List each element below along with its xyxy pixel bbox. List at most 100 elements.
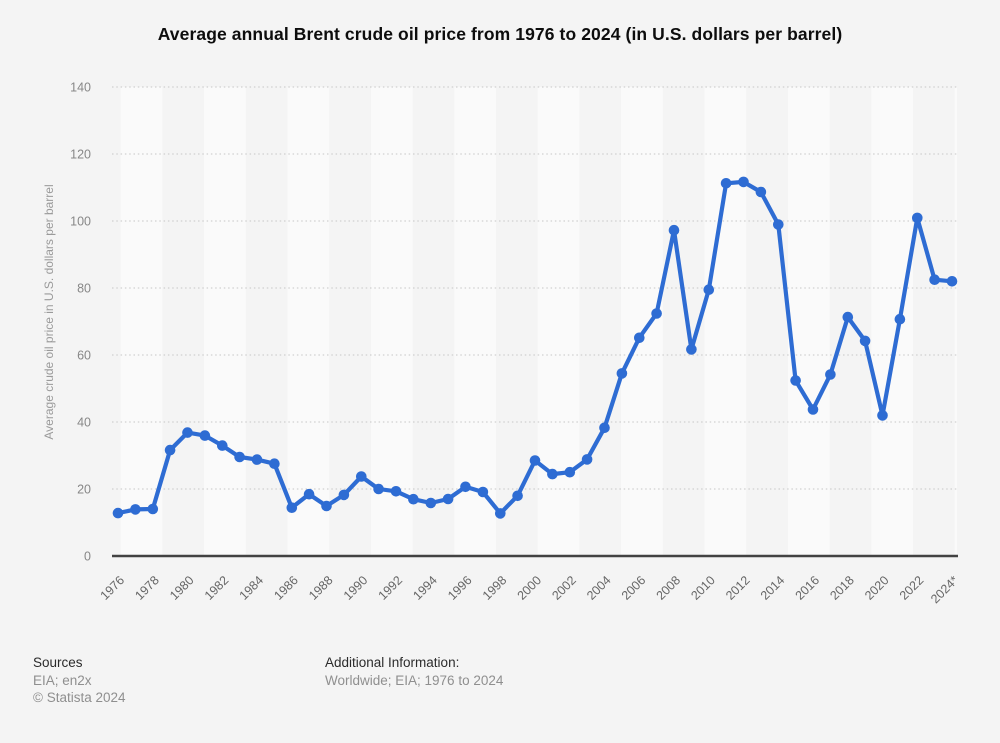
- x-tick-label-1998: 1998: [480, 573, 510, 603]
- data-point-2003: [581, 454, 593, 465]
- plot-band: [871, 87, 913, 556]
- data-point-2012: [738, 176, 749, 188]
- data-point-2020: [877, 410, 888, 421]
- data-point-2016: [807, 404, 819, 415]
- data-point-1982: [217, 440, 228, 451]
- sources-label: Sources: [33, 655, 83, 670]
- y-tick-label-0: 0: [84, 550, 91, 564]
- x-tick-label-2016: 2016: [793, 573, 823, 603]
- x-tick-label-2012: 2012: [723, 573, 753, 603]
- y-tick-label-140: 140: [70, 81, 91, 95]
- x-tick-label-2004: 2004: [584, 573, 614, 603]
- data-point-1995: [442, 493, 454, 505]
- data-point-1992: [390, 486, 402, 497]
- data-point-2023: [929, 274, 940, 286]
- y-tick-label-80: 80: [77, 282, 91, 296]
- data-point-2015: [790, 375, 801, 386]
- x-tick-label-2000: 2000: [515, 573, 545, 603]
- data-point-2002: [564, 466, 576, 478]
- plot-band: [287, 87, 330, 556]
- data-point-2008: [668, 224, 680, 236]
- y-tick-label-100: 100: [70, 215, 91, 229]
- x-tick-label-2014: 2014: [758, 573, 788, 603]
- data-point-1994: [425, 497, 437, 509]
- x-tick-label-2010: 2010: [688, 573, 718, 603]
- data-point-1998: [495, 508, 506, 519]
- x-tick-label-1992: 1992: [376, 573, 406, 603]
- data-point-1990: [356, 471, 367, 482]
- data-point-1999: [512, 490, 523, 502]
- data-point-1985: [269, 458, 280, 470]
- x-tick-label-1994: 1994: [410, 573, 440, 603]
- plot-band: [787, 87, 830, 556]
- plot-band: [120, 87, 163, 556]
- y-tick-label-120: 120: [70, 148, 91, 162]
- data-point-2004: [599, 422, 610, 434]
- data-point-1978: [147, 503, 159, 515]
- data-point-2007: [651, 308, 662, 319]
- x-tick-label-2002: 2002: [549, 573, 579, 603]
- copyright-notice: © Statista 2024: [33, 690, 126, 705]
- plot-band: [454, 87, 496, 556]
- data-point-1988: [321, 500, 332, 512]
- data-point-2014: [773, 219, 784, 230]
- data-point-2018: [842, 311, 854, 323]
- x-tick-label-2020: 2020: [862, 573, 892, 603]
- x-tick-label-1996: 1996: [445, 573, 475, 603]
- x-tick-label-2018: 2018: [827, 573, 857, 603]
- data-point-2017: [825, 369, 836, 380]
- y-tick-label-20: 20: [77, 483, 91, 497]
- plot-band: [204, 87, 246, 556]
- data-point-1997: [477, 486, 489, 498]
- x-tick-label-1986: 1986: [271, 573, 301, 603]
- data-point-1996: [460, 481, 471, 493]
- additional-info-value: Worldwide; EIA; 1976 to 2024: [325, 672, 504, 688]
- data-point-1993: [408, 493, 419, 505]
- additional-info-label: Additional Information:: [325, 655, 460, 670]
- plot-band: [954, 87, 957, 556]
- footer-sources-block: Sources EIA; en2x © Statista 2024: [33, 654, 126, 707]
- x-tick-label-1980: 1980: [167, 573, 197, 603]
- chart-title: Average annual Brent crude oil price fro…: [157, 24, 843, 44]
- x-tick-label-1978: 1978: [132, 573, 162, 603]
- data-point-2022: [912, 212, 923, 224]
- data-point-1989: [338, 489, 350, 501]
- y-tick-label-60: 60: [77, 349, 91, 363]
- data-point-2006: [634, 332, 645, 344]
- data-point-1983: [234, 451, 245, 463]
- data-point-2000: [529, 455, 541, 466]
- data-point-1984: [251, 454, 263, 465]
- data-point-2021: [894, 313, 906, 325]
- x-tick-label-1982: 1982: [202, 573, 232, 603]
- y-axis-title: Average crude oil price in U.S. dollars …: [42, 184, 56, 439]
- data-point-1987: [303, 488, 315, 500]
- x-tick-label-2008: 2008: [654, 573, 684, 603]
- brent-price-line-chart: 0 20 40 60 80 100 120 140 Average crude oil pric…: [42, 81, 961, 607]
- sources-value: EIA; en2x: [33, 672, 92, 688]
- data-point-2010: [703, 284, 715, 296]
- x-tick-label-1984: 1984: [237, 573, 267, 603]
- data-point-2009: [686, 344, 697, 355]
- x-tick-label-1976: 1976: [98, 573, 128, 603]
- data-point-2011: [720, 178, 732, 189]
- data-point-1976: [112, 507, 124, 519]
- data-point-2001: [547, 468, 558, 480]
- data-point-1986: [286, 502, 298, 513]
- data-point-1980: [182, 427, 193, 438]
- data-point-1979: [164, 444, 176, 456]
- x-tick-label-2022: 2022: [897, 573, 927, 603]
- x-tick-label-1990: 1990: [341, 573, 371, 603]
- data-point-2024: [946, 276, 958, 287]
- plot-band: [704, 87, 747, 556]
- plot-band: [537, 87, 580, 556]
- plot-band: [621, 87, 663, 556]
- footer-additional-info-block: Additional Information: Worldwide; EIA; …: [325, 654, 503, 689]
- data-point-1977: [130, 504, 141, 515]
- x-tick-label-1988: 1988: [306, 573, 336, 603]
- y-tick-label-40: 40: [77, 416, 91, 430]
- data-point-2005: [616, 368, 628, 379]
- x-tick-label-2006: 2006: [619, 573, 649, 603]
- data-point-1991: [373, 483, 384, 495]
- data-point-2019: [859, 335, 871, 347]
